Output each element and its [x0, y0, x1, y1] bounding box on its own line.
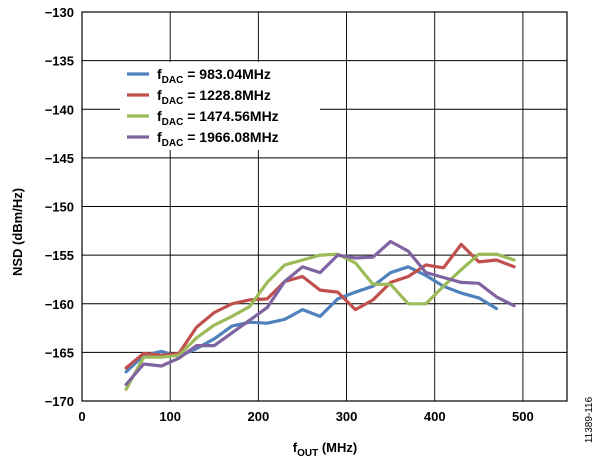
series-lines	[124, 239, 516, 391]
legend-entry-3: fDAC = 1474.56MHz	[157, 108, 279, 128]
legend-entry-2: fDAC = 1228.8MHz	[157, 87, 271, 107]
x-tick-label: 300	[336, 409, 358, 424]
x-tick-label: 0	[78, 409, 85, 424]
y-tick-label: −135	[45, 54, 74, 69]
legend-background	[120, 62, 320, 150]
y-tick-label: −155	[45, 248, 74, 263]
legend-entry-4: fDAC = 1966.08MHz	[157, 129, 279, 149]
x-axis-label-sub: OUT	[297, 448, 318, 459]
series-line-3	[124, 252, 516, 391]
series-line-4	[124, 239, 516, 387]
x-tick-label: 500	[512, 409, 534, 424]
y-tick-label: −150	[45, 200, 74, 215]
tick-labels: −130 −135 −140 −145 −150 −155 −160 −165 −170 0 100…	[45, 5, 534, 424]
x-axis-label-main: f	[293, 440, 298, 455]
y-tick-label: −160	[45, 297, 74, 312]
series-line-2	[124, 242, 516, 370]
x-axis-label-rest: (MHz)	[318, 440, 357, 455]
x-axis-label: fOUT (MHz)	[293, 440, 357, 459]
figure-id: 11389-116	[584, 396, 595, 443]
y-tick-label: −170	[45, 394, 74, 409]
x-tick-label: 100	[159, 409, 181, 424]
y-tick-label: −145	[45, 151, 74, 166]
y-tick-label: −140	[45, 102, 74, 117]
y-tick-label: −165	[45, 345, 74, 360]
x-tick-label: 400	[424, 409, 446, 424]
y-axis-label: NSD (dBm/Hz)	[10, 188, 25, 276]
legend-entry-1: fDAC = 983.04MHz	[157, 66, 271, 86]
y-tick-label: −130	[45, 5, 74, 20]
plot-frame	[81, 11, 568, 402]
x-tick-label: 200	[248, 409, 270, 424]
